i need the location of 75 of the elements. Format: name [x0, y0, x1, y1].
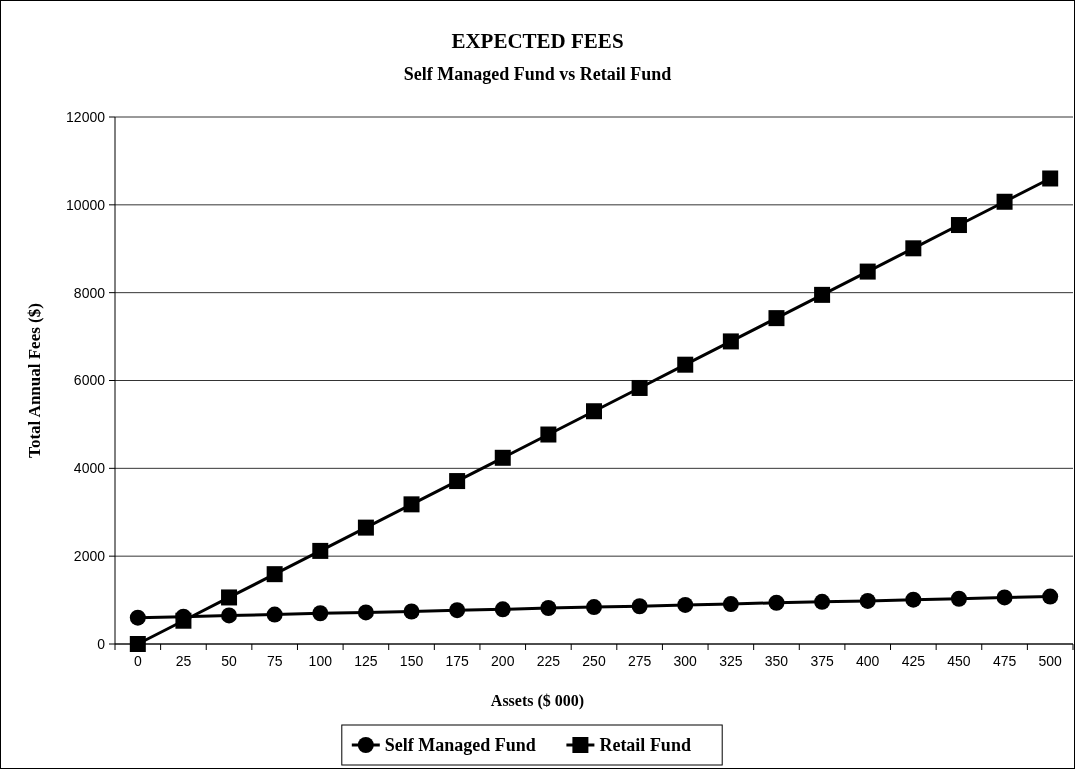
x-tick-label: 125: [354, 653, 378, 669]
x-tick-label: 175: [445, 653, 470, 669]
legend-label: Self Managed Fund: [384, 735, 536, 756]
point: [175, 612, 192, 629]
point: [631, 379, 648, 396]
point: [814, 593, 831, 610]
point: [540, 426, 557, 443]
x-tick-label: 275: [627, 653, 652, 669]
x-tick-label: 25: [175, 653, 192, 669]
x-tick-label: 475: [992, 653, 1017, 669]
point: [586, 403, 602, 420]
x-tick-label: 225: [536, 653, 561, 669]
x-tick-label: 325: [719, 653, 743, 669]
point: [859, 263, 876, 280]
point: [266, 606, 283, 623]
point: [357, 519, 374, 536]
point: [677, 596, 694, 613]
point: [221, 589, 238, 606]
point: [950, 217, 967, 234]
legend-label: Retail Fund: [599, 735, 691, 756]
point: [129, 609, 146, 626]
point: [449, 473, 466, 490]
chart-subtitle: Self Managed Fund vs Retail Fund: [403, 64, 672, 84]
y-tick-label: 8000: [73, 284, 106, 301]
point: [312, 605, 329, 622]
x-axis-title: Assets ($ 000): [490, 692, 585, 710]
x-tick-label: 500: [1038, 653, 1063, 669]
point: [221, 607, 238, 624]
x-tick-label: 0: [133, 653, 142, 669]
point: [996, 589, 1013, 606]
point: [722, 596, 739, 613]
point: [996, 193, 1013, 210]
point: [1042, 170, 1059, 187]
point: [1042, 588, 1059, 605]
point: [540, 599, 557, 616]
x-tick-label: 100: [308, 653, 333, 669]
y-tick-label: 6000: [73, 372, 106, 389]
y-tick-label: 2000: [73, 548, 106, 565]
x-tick-label: 250: [582, 653, 606, 669]
point: [494, 449, 511, 466]
x-tick-label: 425: [901, 653, 926, 669]
x-tick-label: 50: [221, 653, 238, 669]
point: [950, 590, 967, 607]
x-tick-label: 400: [856, 653, 880, 669]
chart-title: EXPECTED FEES: [451, 29, 624, 53]
point: [905, 240, 922, 257]
point: [905, 591, 922, 608]
point: [814, 286, 831, 303]
point: [631, 598, 648, 615]
point: [677, 356, 694, 373]
y-tick-label: 10000: [66, 196, 106, 213]
x-tick-label: 450: [947, 653, 971, 669]
x-tick-label: 375: [810, 653, 834, 669]
point: [403, 496, 420, 513]
point: [403, 603, 420, 620]
y-axis-title: Total Annual Fees ($): [25, 303, 44, 458]
x-tick-label: 150: [399, 653, 424, 669]
point: [722, 333, 739, 350]
point: [494, 601, 511, 618]
point: [586, 599, 602, 616]
y-tick-label: 0: [97, 635, 106, 652]
point: [768, 310, 785, 327]
x-tick-label: 350: [764, 653, 789, 669]
x-tick-label: 75: [266, 653, 283, 669]
point: [449, 602, 466, 619]
point: [768, 594, 785, 611]
x-tick-label: 300: [673, 653, 698, 669]
point: [357, 604, 374, 621]
point: [859, 592, 876, 609]
y-tick-label: 12000: [66, 108, 106, 125]
point: [129, 636, 146, 652]
point: [312, 542, 329, 559]
y-tick-label: 4000: [73, 460, 106, 477]
point: [266, 566, 283, 583]
x-tick-label: 200: [491, 653, 515, 669]
